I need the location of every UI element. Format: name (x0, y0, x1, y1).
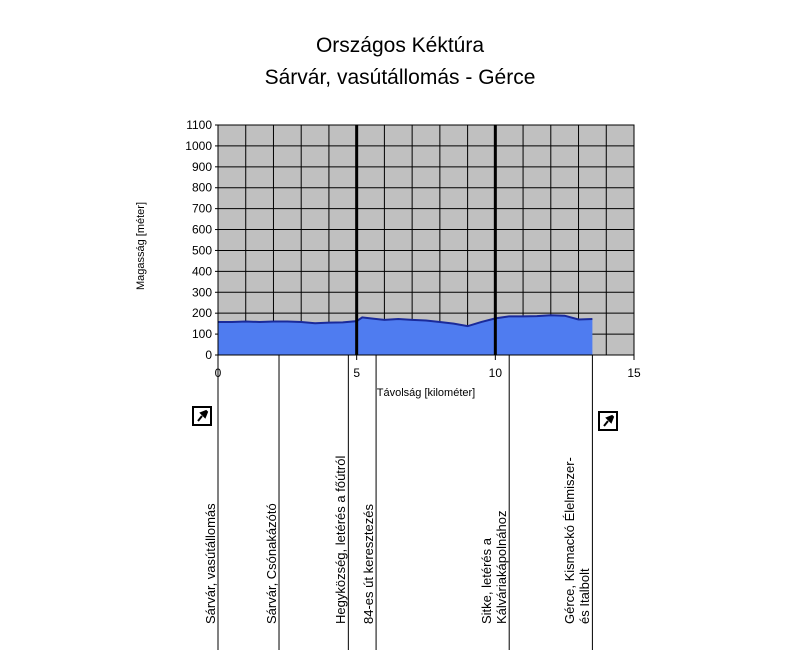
end-stamp-icon (598, 411, 618, 431)
elevation-line (218, 314, 593, 328)
y-tick-label: 500 (192, 243, 212, 257)
waypoint-label-line: Gérce, Kismackó Élelmiszer- (562, 457, 578, 624)
y-tick-label: 0 (205, 348, 212, 362)
chart-title-line-1: Országos Kéktúra (315, 34, 485, 57)
plot-frame (217, 124, 635, 356)
y-tick-label: 1000 (185, 139, 212, 153)
y-tick-label: 900 (192, 160, 212, 174)
x-tick-label: 5 (353, 366, 360, 380)
y-tick-label: 700 (192, 202, 212, 216)
y-tick-label: 200 (192, 306, 212, 320)
x-axis-label: Távolság [kilométer] (376, 387, 476, 399)
waypoint-label: Sárvár, Csónakázótó (264, 503, 279, 624)
waypoint-label-line: Sitke, letérés a (479, 538, 495, 624)
x-tick-label: 10 (489, 366, 503, 380)
y-axis-label: Magasság [méter] (135, 201, 147, 291)
waypoint-label-line: Hegyközség, letérés a főútról (333, 455, 349, 624)
waypoint-label: Sitke, letérés a Kálváriakápolnához (479, 511, 509, 624)
waypoint-label: Gérce, Kismackó Élelmiszer-és Italbolt (562, 457, 592, 624)
waypoint-label-line: és Italbolt (577, 568, 593, 624)
y-tick-label: 1100 (186, 118, 212, 132)
waypoint-label-line: Sárvár, Csónakázótó (264, 503, 279, 624)
waypoint-label-line: Sárvár, vasútállomás (203, 503, 218, 624)
y-tick-label: 300 (192, 285, 212, 299)
elevation-area (218, 315, 593, 355)
start-stamp-icon (192, 406, 212, 426)
waypoint-label: Sárvár, vasútállomás (203, 503, 218, 624)
chart-title-line-2: Sárvár, vasútállomás - Gérce (264, 66, 536, 89)
waypoint-label-line: Kálváriakápolnához (494, 510, 510, 624)
y-tick-label: 100 (192, 327, 212, 341)
y-tick-label: 600 (192, 223, 212, 237)
waypoint-label: Hegyközség, letérés a főútról (333, 456, 348, 624)
x-tick-label: 15 (627, 366, 641, 380)
waypoint-label: 84-es út keresztezés (361, 504, 376, 624)
y-tick-label: 400 (192, 264, 212, 278)
y-tick-label: 800 (192, 181, 212, 195)
waypoint-label-line: 84-es út keresztezés (361, 504, 377, 624)
